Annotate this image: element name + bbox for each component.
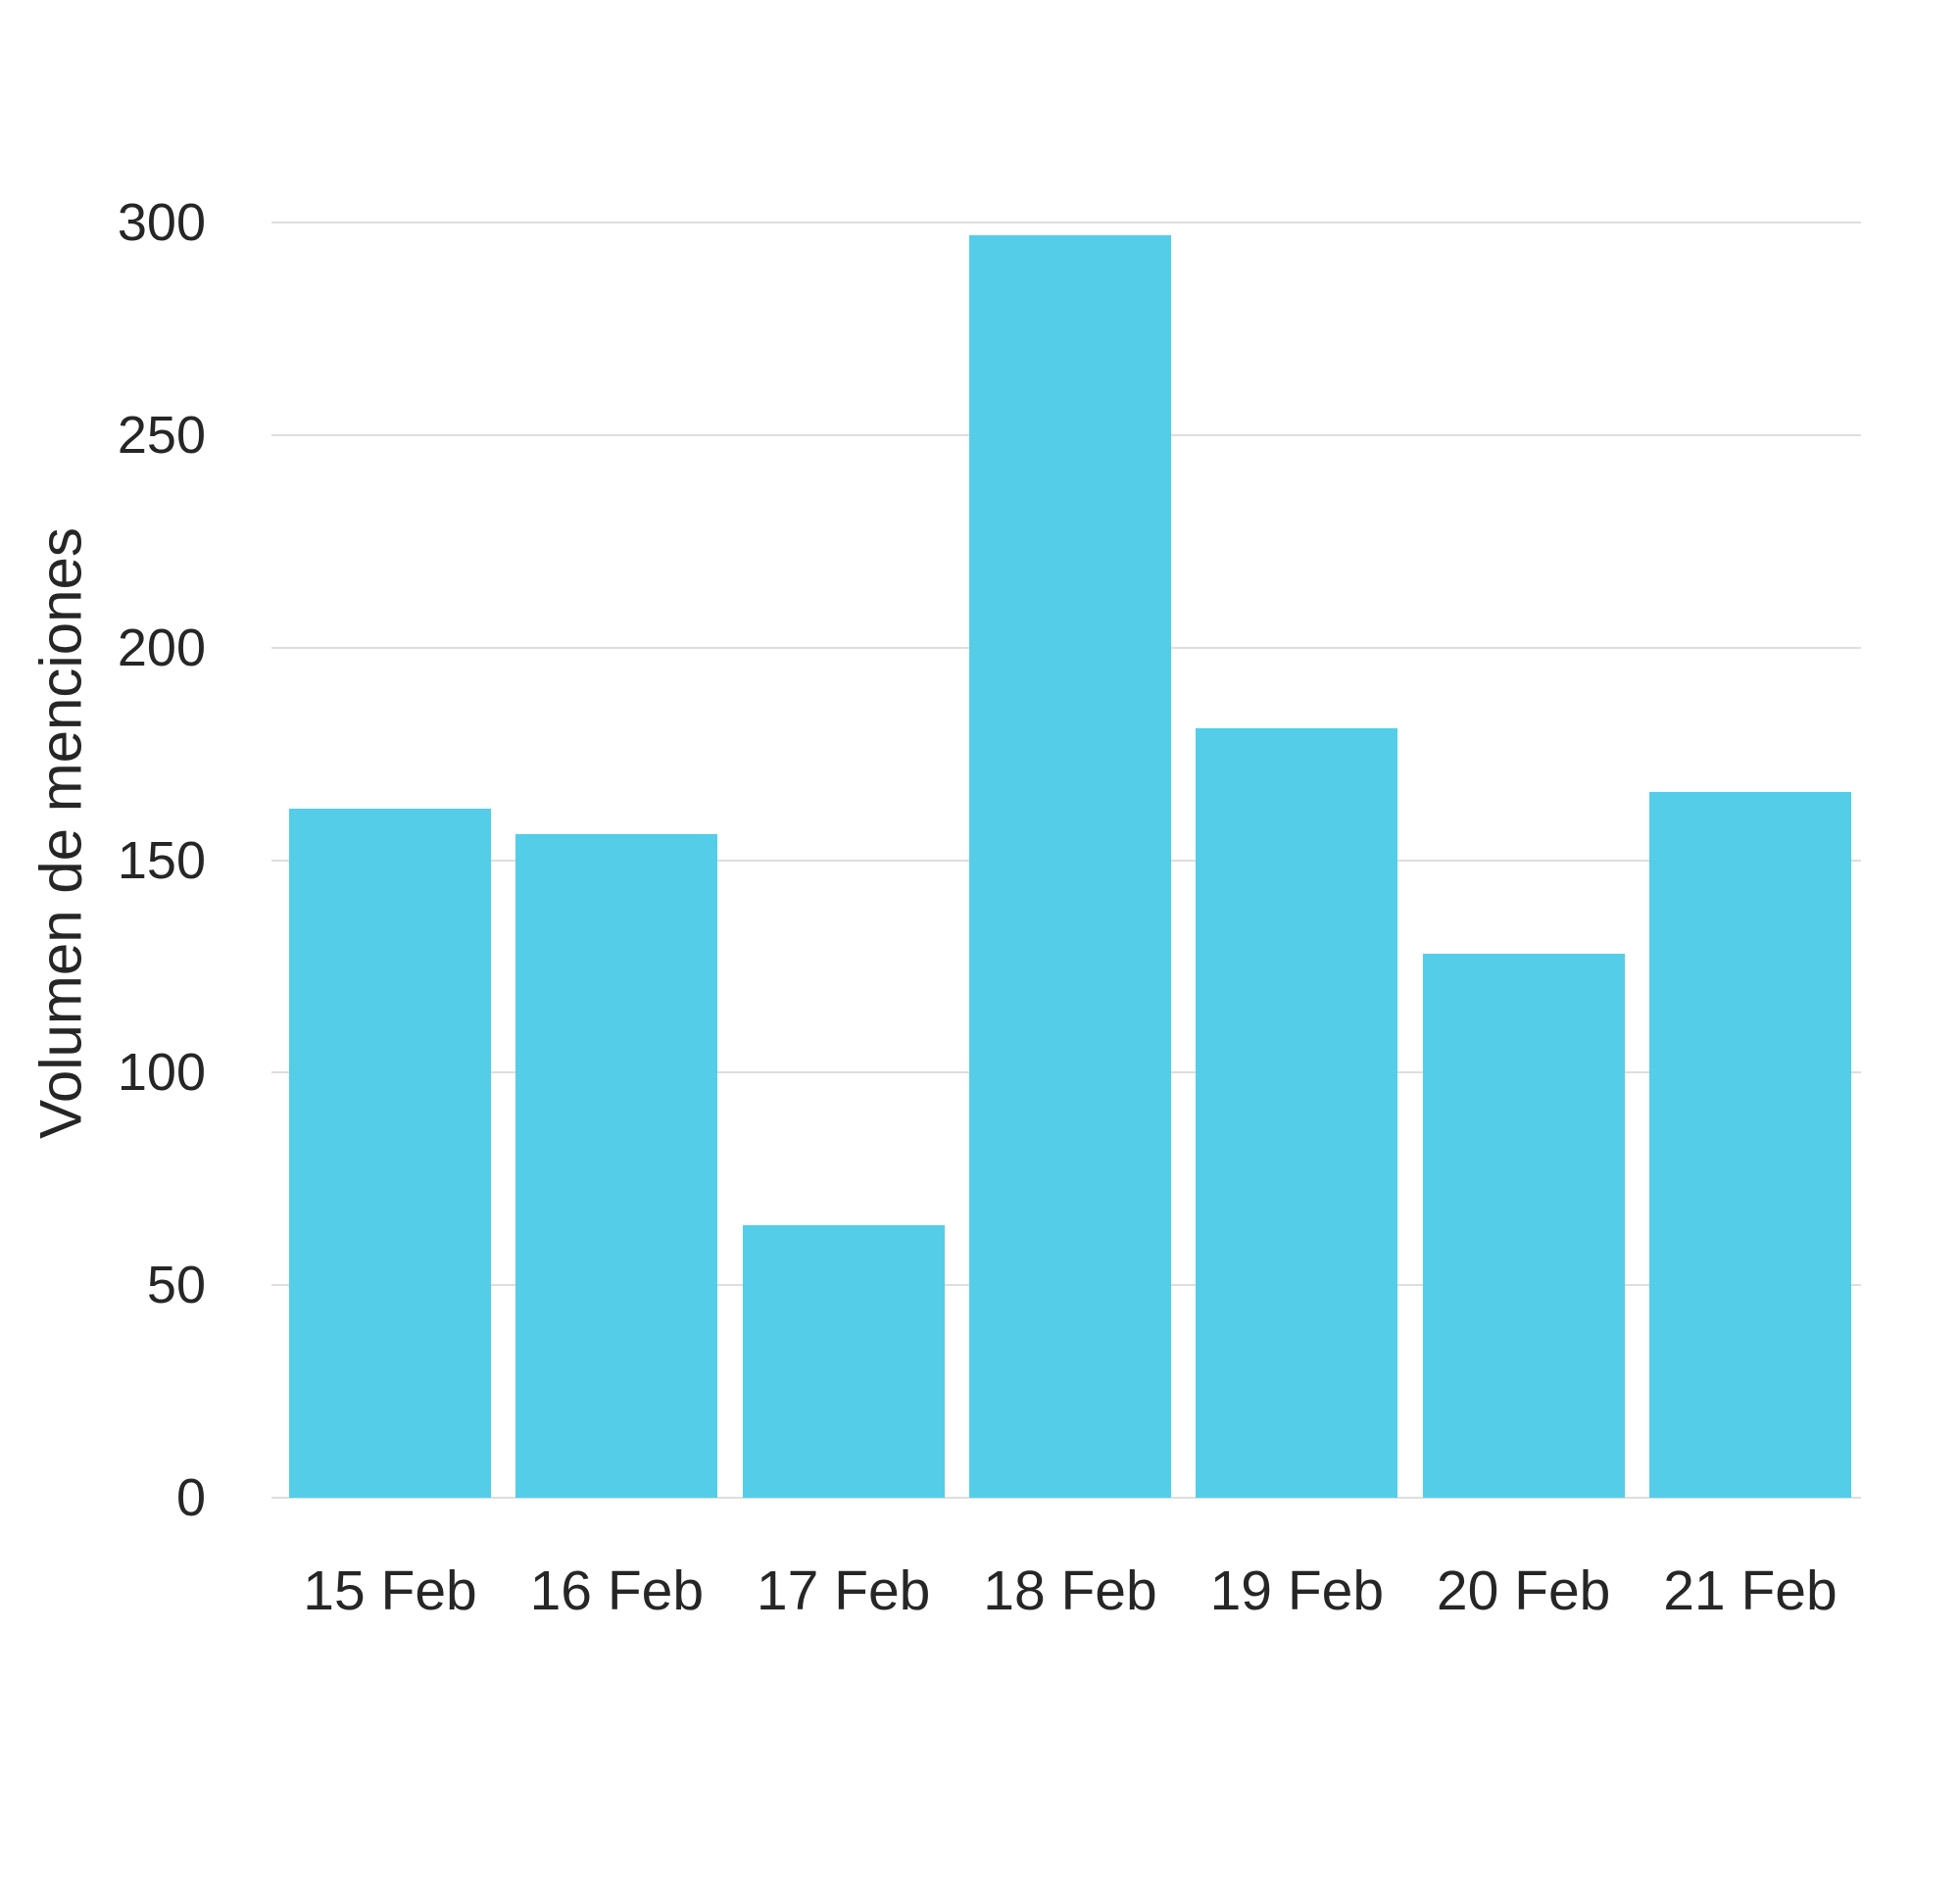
gridline-300 bbox=[271, 222, 1861, 223]
bar-21-feb bbox=[1648, 792, 1851, 1498]
x-tick-label-15-feb: 15 Feb bbox=[303, 1559, 477, 1622]
x-tick-label-17-feb: 17 Feb bbox=[756, 1559, 931, 1622]
y-tick-label-250: 250 bbox=[117, 405, 206, 465]
x-tick-label-19-feb: 19 Feb bbox=[1209, 1559, 1385, 1622]
bar-18-feb bbox=[968, 235, 1171, 1498]
x-tick-label-16-feb: 16 Feb bbox=[529, 1559, 705, 1622]
y-tick-label-100: 100 bbox=[117, 1043, 206, 1103]
y-tick-label-0: 0 bbox=[175, 1468, 206, 1527]
y-tick-label-200: 200 bbox=[117, 618, 206, 677]
x-tick-label-18-feb: 18 Feb bbox=[983, 1559, 1157, 1622]
x-tick-label-20-feb: 20 Feb bbox=[1436, 1559, 1611, 1622]
bar-17-feb bbox=[742, 1225, 945, 1498]
bar-16-feb bbox=[515, 834, 718, 1498]
x-tick-label-21-feb: 21 Feb bbox=[1663, 1559, 1838, 1622]
bar-20-feb bbox=[1422, 953, 1625, 1498]
y-axis-title: Volumen de menciones bbox=[27, 527, 94, 1139]
y-tick-label-300: 300 bbox=[117, 193, 206, 252]
bar-15-feb bbox=[289, 809, 491, 1498]
bar-19-feb bbox=[1196, 728, 1398, 1498]
gridline-0 bbox=[271, 1497, 1861, 1499]
y-tick-label-150: 150 bbox=[117, 830, 206, 890]
y-tick-label-50: 50 bbox=[146, 1256, 206, 1315]
